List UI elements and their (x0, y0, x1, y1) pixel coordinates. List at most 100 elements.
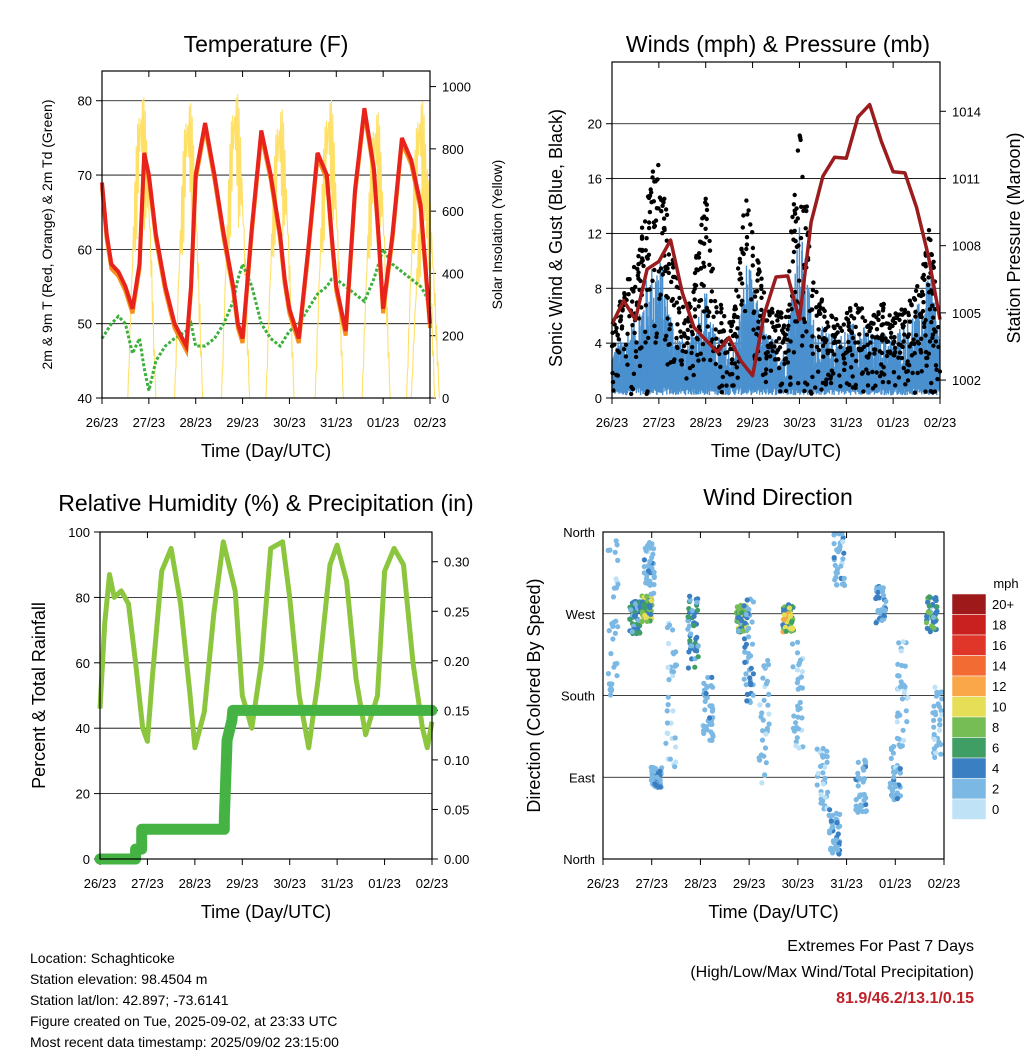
x-tick-label: 27/23 (131, 876, 164, 891)
direction-point (873, 620, 879, 626)
gust-point (911, 337, 916, 342)
precip-line (94, 704, 438, 865)
gust-point (770, 348, 775, 354)
direction-point (709, 737, 715, 744)
gust-point (892, 339, 897, 344)
gust-point (926, 351, 931, 356)
direction-point (902, 663, 908, 669)
direction-point (841, 581, 847, 587)
y-right-axis-label: Solar Insolation (Yellow) (489, 160, 505, 310)
gust-point (831, 371, 836, 376)
gust-point (714, 336, 719, 341)
gust-point (933, 339, 939, 344)
gust-point (828, 376, 833, 381)
gust-point (636, 270, 641, 275)
gust-point (732, 312, 737, 318)
gust-point (776, 336, 782, 341)
direction-point (890, 769, 897, 775)
gust-point (752, 294, 758, 299)
gust-point (681, 343, 687, 349)
direction-point (831, 555, 837, 561)
gust-point (712, 298, 718, 304)
y-tick-label: North (563, 525, 595, 540)
gust-point (692, 286, 697, 292)
legend-label: 20+ (992, 597, 1014, 612)
y-right-axis-label: Station Pressure (Maroon) (1004, 132, 1024, 343)
direction-point (841, 575, 847, 581)
gust-point (830, 314, 835, 320)
direction-point (687, 593, 693, 599)
direction-point (651, 590, 657, 596)
gust-point (888, 351, 893, 356)
gust-point (671, 274, 676, 280)
direction-point (795, 639, 801, 645)
gust-point (853, 340, 858, 345)
gust-point (795, 216, 800, 221)
direction-point (664, 720, 671, 726)
gust-point (875, 334, 880, 340)
direction-point (835, 824, 842, 830)
gust-point (671, 265, 676, 270)
direction-point (695, 654, 701, 660)
direction-point (762, 772, 768, 778)
direction-point (863, 759, 869, 765)
gust-point (633, 354, 639, 360)
direction-point (855, 774, 861, 780)
gust-point (842, 367, 847, 373)
gust-point (631, 371, 637, 376)
dewpoint-line (100, 245, 432, 391)
direction-point (794, 680, 801, 686)
gust-point (779, 310, 784, 316)
gust-point (915, 370, 920, 376)
gust-point (857, 332, 862, 337)
direction-point (797, 657, 804, 663)
direction-point (762, 745, 769, 751)
gust-point (923, 333, 928, 338)
y-tick-label: 50 (78, 317, 92, 332)
gust-point (714, 310, 720, 315)
direction-point (615, 557, 621, 564)
direction-point (932, 684, 938, 690)
direction-point (689, 608, 695, 614)
chart-title: Relative Humidity (%) & Precipitation (i… (58, 490, 473, 516)
gust-point (887, 313, 892, 318)
direction-point (750, 599, 757, 605)
legend-swatch (951, 614, 987, 636)
legend-label: 10 (992, 700, 1006, 715)
direction-point (704, 684, 710, 690)
y-tick-label: West (566, 607, 596, 622)
x-tick-label: 26/23 (86, 415, 119, 430)
y-tick-label: 8 (595, 281, 602, 296)
direction-point (759, 780, 765, 786)
gust-point (813, 385, 818, 390)
gust-point (776, 323, 782, 328)
gust-point (859, 371, 865, 376)
gust-point (816, 369, 821, 374)
gust-point (615, 333, 620, 338)
direction-point (894, 719, 900, 725)
gust-point (737, 260, 743, 265)
gust-point (685, 341, 690, 346)
direction-point (795, 714, 801, 720)
gust-point (650, 169, 656, 174)
gust-point (899, 307, 904, 312)
gust-point (685, 336, 691, 341)
gust-point (802, 388, 807, 394)
gust-point (774, 339, 779, 344)
gust-point (819, 387, 824, 392)
gust-point (709, 289, 715, 294)
y-right-tick-label: 0.25 (444, 604, 469, 619)
gust-point (867, 328, 872, 334)
gust-point (864, 367, 869, 372)
direction-point (614, 542, 620, 548)
gust-point (707, 310, 712, 315)
legend-swatch (951, 593, 987, 615)
y-right-tick-label: 0.30 (444, 555, 469, 570)
direction-point (814, 746, 820, 752)
gust-point (618, 319, 623, 324)
gust-point (626, 292, 631, 297)
x-tick-label: 29/23 (226, 415, 259, 430)
gust-point (718, 364, 723, 370)
gust-point (921, 300, 926, 305)
gust-point (926, 282, 931, 288)
